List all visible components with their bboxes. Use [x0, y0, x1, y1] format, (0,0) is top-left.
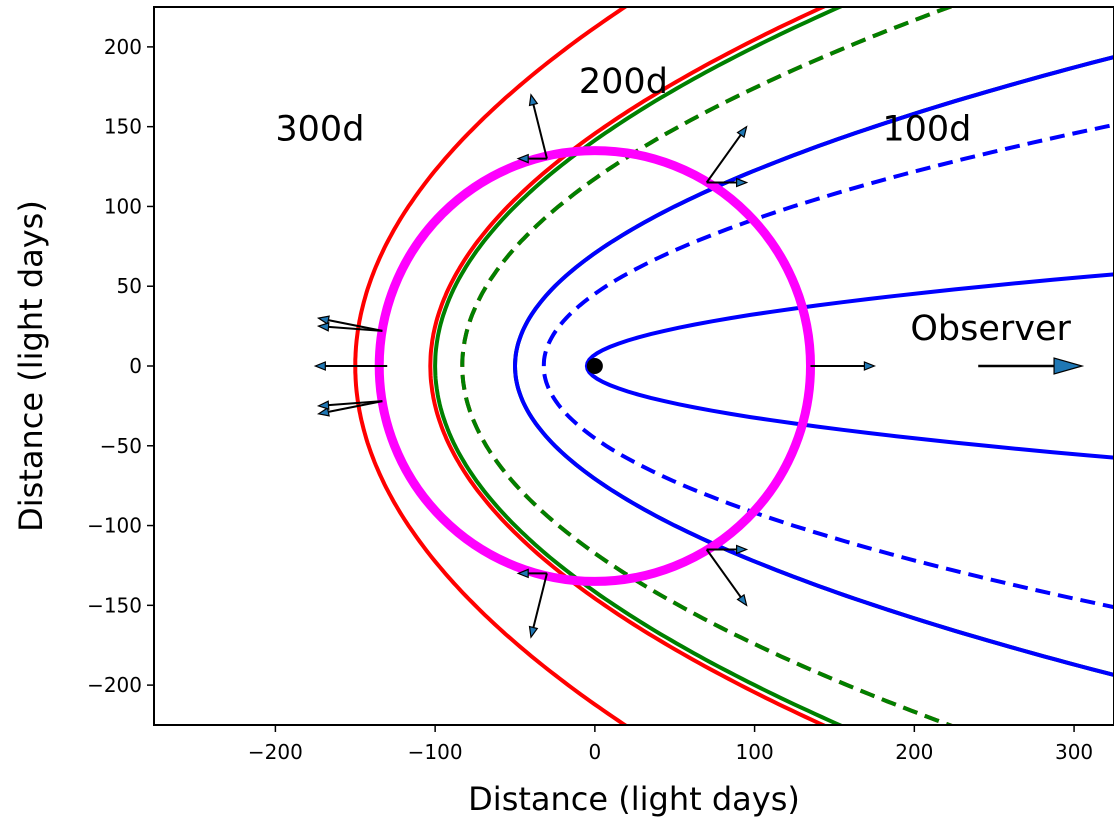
vector-arrow-5 — [316, 400, 383, 410]
vector-arrow-3 — [316, 322, 383, 332]
vector-arrow-12 — [705, 548, 748, 607]
annotation-3: Observer — [910, 309, 1071, 349]
y-tick-label: 200 — [104, 35, 142, 59]
vector-arrow-4 — [316, 400, 383, 417]
vector-arrow-11 — [706, 177, 749, 188]
annotation-1: 200d — [579, 62, 668, 102]
plot-area — [313, 7, 1114, 725]
series-curve-3 — [433, 7, 845, 725]
series-curve-2 — [460, 7, 956, 725]
source-point — [586, 358, 603, 374]
vector-arrow-1 — [313, 361, 388, 371]
series-curve-7 — [584, 272, 1114, 460]
annotation-2: 100d — [882, 110, 971, 150]
y-tick-label: 50 — [117, 274, 142, 298]
vector-arrow-6 — [516, 153, 547, 164]
series-curve-0 — [353, 7, 629, 725]
y-tick-label: 100 — [104, 194, 142, 218]
vector-arrow-10 — [705, 125, 748, 184]
observer-arrow — [978, 357, 1085, 375]
y-tick-label: −200 — [87, 673, 142, 697]
vector-arrow-13 — [706, 544, 749, 555]
x-tick-label: 200 — [895, 740, 933, 764]
vector-arrow-2 — [316, 315, 383, 332]
x-tick-label: 100 — [736, 740, 774, 764]
y-axis-label: Distance (light days) — [12, 200, 50, 532]
annotations: 300d 200d 100d Observer — [275, 62, 1071, 349]
vector-arrow-0 — [810, 361, 877, 371]
series-curve-1 — [428, 7, 828, 725]
vector-arrow-9 — [528, 573, 548, 639]
series-curve-5 — [460, 7, 956, 725]
x-tick-label: 300 — [1055, 740, 1093, 764]
y-tick-label: −100 — [87, 514, 142, 538]
series-curve-6 — [512, 55, 1114, 677]
vector-arrow-8 — [516, 568, 547, 579]
vector-arrow-7 — [528, 93, 548, 159]
series-curve-4 — [512, 55, 1114, 677]
y-tick-label: −150 — [87, 593, 142, 617]
x-tick-label: 0 — [588, 740, 601, 764]
x-axis-label: Distance (light days) — [468, 780, 800, 818]
annotation-0: 300d — [275, 110, 364, 150]
y-tick-label: 0 — [129, 354, 142, 378]
y-tick-label: 150 — [104, 115, 142, 139]
series-curve-8 — [541, 122, 1114, 610]
y-tick-label: −50 — [100, 434, 142, 458]
ticks: −200 −100 0 100 200 300 −200 −150 −100 −50 0 50 100 1… — [87, 35, 1093, 764]
x-tick-label: −200 — [248, 740, 303, 764]
x-tick-label: −100 — [408, 740, 463, 764]
